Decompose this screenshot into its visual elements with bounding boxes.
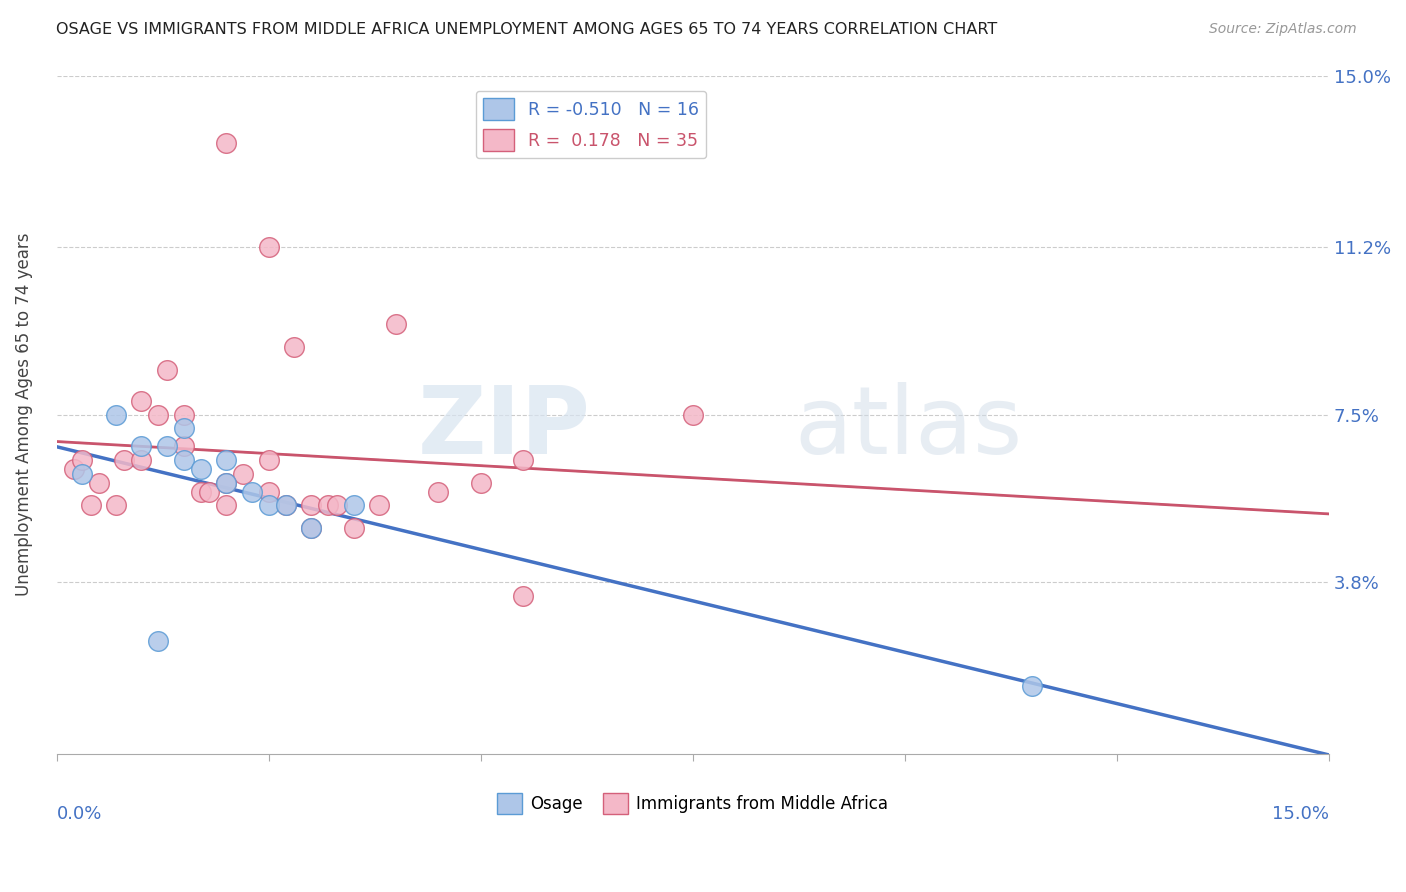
Point	[131, 453, 153, 467]
Point	[385, 318, 408, 332]
Point	[190, 462, 212, 476]
Point	[114, 453, 136, 467]
Point	[257, 453, 280, 467]
Point	[283, 340, 305, 354]
Point	[70, 453, 93, 467]
Point	[215, 453, 238, 467]
Point	[1021, 679, 1043, 693]
Point	[299, 521, 322, 535]
Point	[198, 484, 221, 499]
Point	[148, 633, 170, 648]
Text: OSAGE VS IMMIGRANTS FROM MIDDLE AFRICA UNEMPLOYMENT AMONG AGES 65 TO 74 YEARS CO: OSAGE VS IMMIGRANTS FROM MIDDLE AFRICA U…	[56, 22, 997, 37]
Point	[257, 498, 280, 512]
Text: 0.0%: 0.0%	[56, 805, 103, 822]
Point	[274, 498, 297, 512]
Point	[368, 498, 391, 512]
Point	[232, 467, 254, 481]
Point	[131, 394, 153, 409]
Point	[173, 408, 195, 422]
Point	[79, 498, 101, 512]
Point	[325, 498, 347, 512]
Y-axis label: Unemployment Among Ages 65 to 74 years: Unemployment Among Ages 65 to 74 years	[15, 233, 32, 597]
Point	[512, 453, 534, 467]
Point	[131, 439, 153, 453]
Point	[173, 439, 195, 453]
Text: atlas: atlas	[794, 383, 1022, 475]
Point	[257, 484, 280, 499]
Point	[104, 408, 127, 422]
Point	[470, 475, 492, 490]
Point	[156, 362, 179, 376]
Point	[190, 484, 212, 499]
Point	[62, 462, 84, 476]
Text: 15.0%: 15.0%	[1272, 805, 1329, 822]
Point	[215, 475, 238, 490]
Point	[427, 484, 450, 499]
Point	[512, 589, 534, 603]
Point	[316, 498, 339, 512]
Legend: Osage, Immigrants from Middle Africa: Osage, Immigrants from Middle Africa	[491, 787, 896, 821]
Text: ZIP: ZIP	[418, 383, 591, 475]
Point	[215, 475, 238, 490]
Point	[156, 439, 179, 453]
Point	[87, 475, 110, 490]
Point	[173, 453, 195, 467]
Point	[299, 521, 322, 535]
Point	[173, 421, 195, 435]
Point	[257, 240, 280, 254]
Point	[70, 467, 93, 481]
Point	[148, 408, 170, 422]
Point	[342, 498, 364, 512]
Point	[274, 498, 297, 512]
Point	[299, 498, 322, 512]
Text: Source: ZipAtlas.com: Source: ZipAtlas.com	[1209, 22, 1357, 37]
Point	[342, 521, 364, 535]
Point	[215, 136, 238, 151]
Point	[104, 498, 127, 512]
Point	[240, 484, 263, 499]
Point	[682, 408, 704, 422]
Point	[215, 498, 238, 512]
